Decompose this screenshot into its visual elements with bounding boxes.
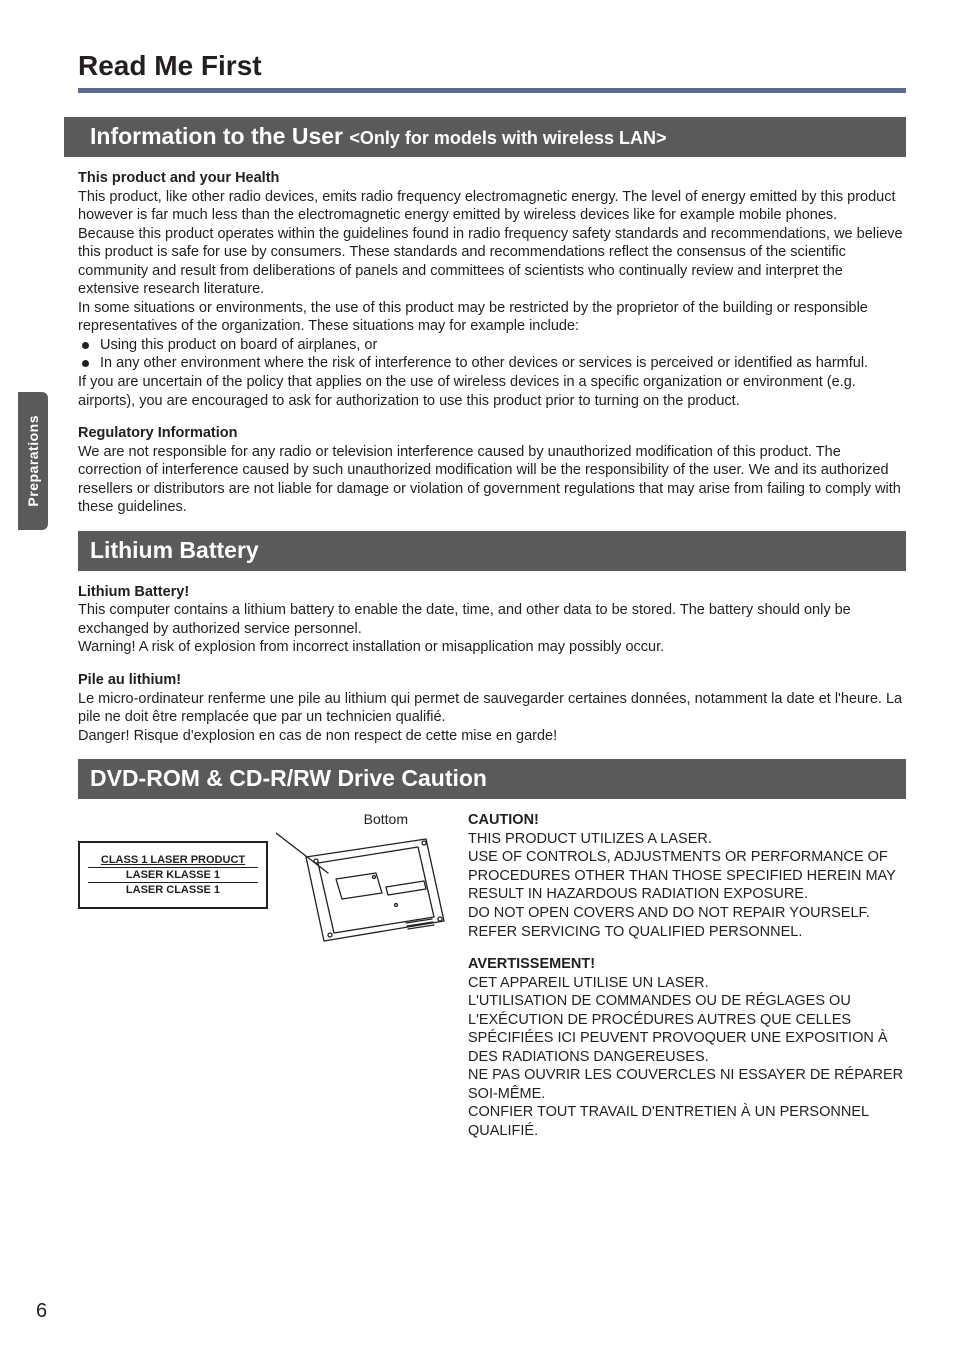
bar-title: Lithium Battery [90, 537, 259, 563]
avertissement-block: AVERTISSEMENT! CET APPAREIL UTILISE UN L… [468, 955, 906, 1140]
para: USE OF CONTROLS, ADJUSTMENTS OR PERFORMA… [468, 848, 906, 904]
page-number: 6 [36, 1300, 47, 1323]
para: CET APPAREIL UTILISE UN LASER. [468, 974, 906, 993]
para: Because this product operates within the… [78, 225, 906, 299]
bullet-list: Using this product on board of airplanes… [78, 336, 906, 373]
list-item: Using this product on board of airplanes… [78, 336, 906, 355]
para: DO NOT OPEN COVERS AND DO NOT REPAIR YOU… [468, 904, 906, 923]
bar-title: DVD-ROM & CD-R/RW Drive Caution [90, 765, 487, 791]
page-title: Read Me First [78, 50, 906, 82]
laser-line: LASER CLASSE 1 [88, 883, 258, 897]
title-rule [78, 88, 906, 93]
para: This product, like other radio devices, … [78, 188, 906, 225]
para: CONFIER TOUT TRAVAIL D'ENTRETIEN À UN PE… [468, 1103, 906, 1140]
laser-class-label: CLASS 1 LASER PRODUCT LASER KLASSE 1 LAS… [78, 841, 268, 909]
para: In some situations or environments, the … [78, 299, 906, 336]
heading-avertissement: AVERTISSEMENT! [468, 955, 906, 974]
para: THIS PRODUCT UTILIZES A LASER. [468, 830, 906, 849]
laser-line: CLASS 1 LASER PRODUCT [88, 853, 258, 868]
lithium-block-fr: Pile au lithium! Le micro-ordinateur ren… [78, 671, 906, 745]
para: NE PAS OUVRIR LES COUVERCLES NI ESSAYER … [468, 1066, 906, 1103]
bar-title: Information to the User [90, 123, 349, 149]
info-block-1: This product and your Health This produc… [78, 169, 906, 410]
dvd-left-col: CLASS 1 LASER PRODUCT LASER KLASSE 1 LAS… [78, 811, 448, 1154]
side-tab-label: Preparations [25, 415, 41, 507]
heading-lithium-fr: Pile au lithium! [78, 671, 906, 690]
para: Warning! A risk of explosion from incorr… [78, 638, 906, 657]
para: This computer contains a lithium battery… [78, 601, 906, 638]
heading-caution: CAUTION! [468, 811, 906, 830]
dvd-two-col: CLASS 1 LASER PRODUCT LASER KLASSE 1 LAS… [78, 811, 906, 1154]
section-bar-lithium: Lithium Battery [78, 531, 906, 571]
para: REFER SERVICING TO QUALIFIED PERSONNEL. [468, 923, 906, 942]
dvd-right-col: CAUTION! THIS PRODUCT UTILIZES A LASER. … [468, 811, 906, 1154]
heading-health: This product and your Health [78, 169, 906, 188]
para: We are not responsible for any radio or … [78, 443, 906, 517]
para: Danger! Risque d'explosion en cas de non… [78, 727, 906, 746]
page: Preparations Read Me First Information t… [0, 0, 954, 1351]
para: L'UTILISATION DE COMMANDES OU DE RÉGLAGE… [468, 992, 906, 1066]
section-bar-dvd: DVD-ROM & CD-R/RW Drive Caution [78, 759, 906, 799]
bar-subtitle: <Only for models with wireless LAN> [349, 128, 666, 148]
bottom-callout-label: Bottom [276, 811, 448, 829]
section-bar-information: Information to the User <Only for models… [64, 117, 906, 157]
heading-lithium-en: Lithium Battery! [78, 583, 906, 602]
lithium-block-en: Lithium Battery! This computer contains … [78, 583, 906, 657]
list-item: In any other environment where the risk … [78, 354, 906, 373]
heading-regulatory: Regulatory Information [78, 424, 906, 443]
para: If you are uncertain of the policy that … [78, 373, 906, 410]
side-tab-preparations: Preparations [18, 392, 48, 530]
info-block-2: Regulatory Information We are not respon… [78, 424, 906, 517]
para: Le micro-ordinateur renferme une pile au… [78, 690, 906, 727]
laptop-bottom-icon [276, 829, 446, 949]
laser-line: LASER KLASSE 1 [88, 868, 258, 883]
caution-block: CAUTION! THIS PRODUCT UTILIZES A LASER. … [468, 811, 906, 941]
